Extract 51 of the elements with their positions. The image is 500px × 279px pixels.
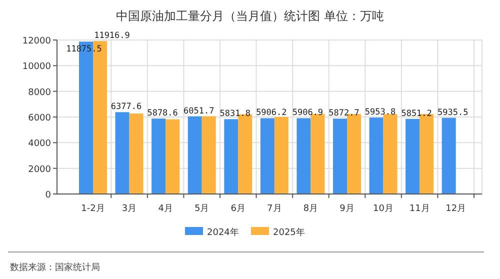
data-label: 5872.7: [328, 108, 360, 119]
legend-label: 2025年: [273, 227, 305, 238]
bar: [188, 116, 202, 194]
data-label: 11916.9: [94, 31, 130, 42]
y-tick-label: 10000: [22, 62, 52, 72]
data-label: 6377.6: [110, 102, 142, 112]
bar: [260, 118, 274, 194]
data-label: 5906.9: [292, 108, 324, 118]
data-label: 5851.2: [401, 108, 432, 119]
data-label: 5935.5: [438, 108, 468, 118]
x-tick-label: 8月: [303, 204, 318, 214]
bar: [442, 118, 456, 194]
x-tick-label: 7月: [267, 204, 282, 214]
bar: [129, 114, 144, 194]
x-tick-label: 3月: [122, 204, 137, 214]
x-tick-label: 4月: [158, 204, 173, 214]
bar: [333, 118, 347, 194]
bar: [224, 119, 238, 194]
data-label: 5831.8: [220, 109, 250, 120]
x-tick-label: 5月: [194, 204, 210, 214]
bar: [347, 114, 361, 194]
y-tick-label: 0: [45, 190, 52, 200]
bar: [152, 118, 166, 194]
bar: [383, 114, 398, 194]
y-tick-label: 12000: [22, 36, 52, 46]
data-label: 5878.6: [147, 108, 178, 119]
x-tick-label: 12月: [446, 204, 466, 214]
x-tick-label: 11月: [409, 204, 430, 214]
source-note: 数据来源：国家统计局: [10, 262, 100, 273]
data-label: 11875.5: [66, 44, 102, 55]
bar: [406, 118, 420, 194]
bar: [369, 118, 384, 194]
bar: [166, 119, 180, 194]
bar: [310, 114, 325, 194]
legend-label: 2024年: [207, 227, 239, 238]
data-label: 6051.7: [184, 106, 214, 116]
y-tick-label: 4000: [28, 139, 52, 150]
x-tick-label: 10月: [373, 204, 394, 214]
bar: [274, 117, 288, 194]
data-label: 5906.2: [256, 108, 287, 118]
x-tick-label: 1-2月: [81, 204, 105, 214]
chart-title: 中国原油加工量分月（当月值）统计图 单位：万吨: [116, 9, 384, 23]
x-tick-label: 6月: [230, 204, 246, 214]
y-tick-label: 8000: [28, 88, 52, 98]
data-label: 5953.8: [364, 108, 396, 118]
x-tick-label: 9月: [340, 204, 354, 214]
bar: [296, 118, 311, 194]
y-tick-label: 2000: [28, 164, 52, 175]
bar: [115, 112, 130, 194]
y-tick-label: 6000: [28, 114, 52, 124]
bar: [202, 116, 216, 194]
